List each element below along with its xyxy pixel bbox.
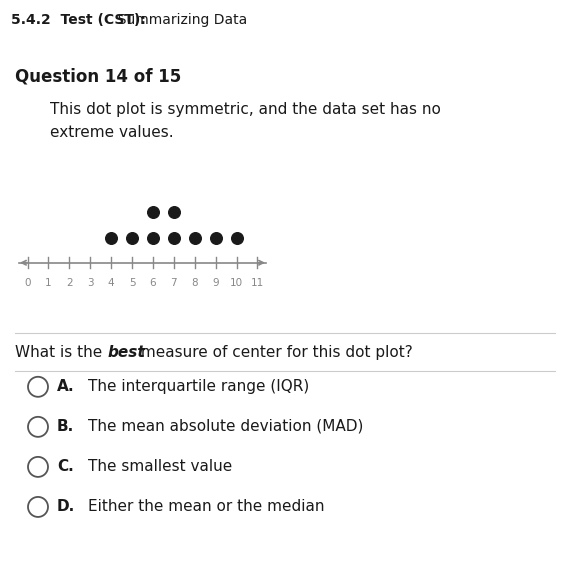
Text: 9: 9 — [213, 279, 219, 288]
Text: Question 14 of 15: Question 14 of 15 — [15, 68, 181, 86]
Text: extreme values.: extreme values. — [50, 124, 174, 140]
Point — [148, 208, 157, 217]
Text: Summarizing Data: Summarizing Data — [109, 13, 248, 26]
Text: D.: D. — [57, 499, 75, 514]
Point — [107, 234, 116, 243]
Point — [169, 208, 178, 217]
Text: 0: 0 — [25, 279, 31, 288]
Text: B.: B. — [57, 419, 74, 434]
Text: 5: 5 — [129, 279, 135, 288]
Text: 10: 10 — [230, 279, 243, 288]
Text: 4: 4 — [108, 279, 115, 288]
Text: Either the mean or the median: Either the mean or the median — [88, 499, 324, 514]
Text: 8: 8 — [192, 279, 198, 288]
Text: 1: 1 — [45, 279, 52, 288]
Point — [211, 234, 220, 243]
Text: 7: 7 — [170, 279, 177, 288]
Text: What is the: What is the — [15, 345, 107, 360]
Text: A.: A. — [57, 379, 75, 394]
Text: 5.4.2  Test (CST):: 5.4.2 Test (CST): — [11, 13, 146, 26]
Point — [190, 234, 200, 243]
Text: The interquartile range (IQR): The interquartile range (IQR) — [88, 379, 310, 394]
Point — [232, 234, 241, 243]
Text: measure of center for this dot plot?: measure of center for this dot plot? — [136, 345, 413, 360]
Point — [128, 234, 137, 243]
Text: best: best — [108, 345, 145, 360]
Text: 6: 6 — [150, 279, 156, 288]
Text: The mean absolute deviation (MAD): The mean absolute deviation (MAD) — [88, 419, 364, 434]
Text: 11: 11 — [251, 279, 264, 288]
Text: 3: 3 — [87, 279, 93, 288]
Text: C.: C. — [57, 459, 74, 474]
Point — [169, 234, 178, 243]
Text: The smallest value: The smallest value — [88, 459, 232, 474]
Text: This dot plot is symmetric, and the data set has no: This dot plot is symmetric, and the data… — [50, 102, 441, 118]
Point — [148, 234, 157, 243]
Text: 2: 2 — [66, 279, 72, 288]
